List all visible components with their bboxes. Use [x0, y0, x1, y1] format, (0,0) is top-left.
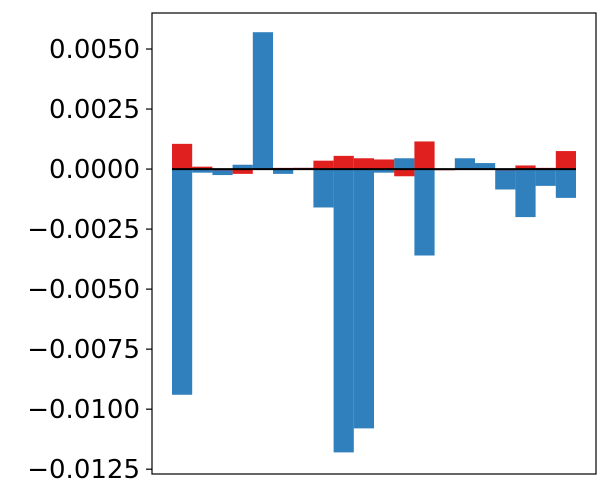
- bar-series1-13: [414, 169, 435, 256]
- bar-series2-12: [394, 169, 415, 177]
- bar-series1-9: [333, 169, 354, 453]
- y-axis: 0.0050 0.0025 0.0000 −0.0025 −0.0050 −0.0075 −…: [27, 35, 152, 485]
- bar-series1-19: [535, 169, 556, 186]
- bar-series2-2: [192, 166, 213, 170]
- y-tick-label-2: 0.0025: [49, 95, 140, 125]
- bar-series1-2: [192, 169, 213, 173]
- bar-series1-18: [515, 169, 536, 218]
- y-tick-label-1: 0.0050: [49, 35, 140, 65]
- bar-series2-4: [232, 169, 253, 174]
- bar-series1-4: [232, 164, 253, 170]
- bar-series2-8: [313, 160, 334, 170]
- bar-series2-20: [555, 151, 576, 170]
- bar-series1-5: [252, 32, 273, 170]
- bar-series2-13: [414, 141, 435, 170]
- bar-series1-20: [555, 169, 576, 198]
- bar-series1-16: [475, 163, 496, 170]
- bar-series1-12: [394, 158, 415, 170]
- bar-series1-1: [172, 169, 193, 395]
- bar-series1-3: [212, 169, 233, 176]
- bar-series2-1: [172, 143, 193, 170]
- bar-series1-10: [353, 169, 374, 429]
- bar-series1-11: [374, 169, 395, 173]
- bar-series2-18: [515, 165, 536, 170]
- y-tick-label-3: 0.0000: [49, 155, 140, 185]
- bar-series1-17: [495, 169, 516, 190]
- y-tick-label-6: −0.0075: [27, 335, 140, 365]
- bar-series1-8: [313, 169, 334, 208]
- y-tick-label-5: −0.0050: [27, 275, 140, 305]
- bar-series2-11: [374, 159, 395, 170]
- plot-frame: [151, 12, 597, 475]
- bar-series1-15: [454, 158, 475, 170]
- y-tick-label-7: −0.0100: [27, 395, 140, 425]
- bar-series2-10: [353, 158, 374, 170]
- bars-layer: [172, 32, 576, 453]
- y-tick-label-8: −0.0125: [27, 455, 140, 485]
- bar-series1-6: [273, 169, 294, 174]
- bar-series2-9: [333, 155, 354, 170]
- y-tick-label-4: −0.0025: [27, 215, 140, 245]
